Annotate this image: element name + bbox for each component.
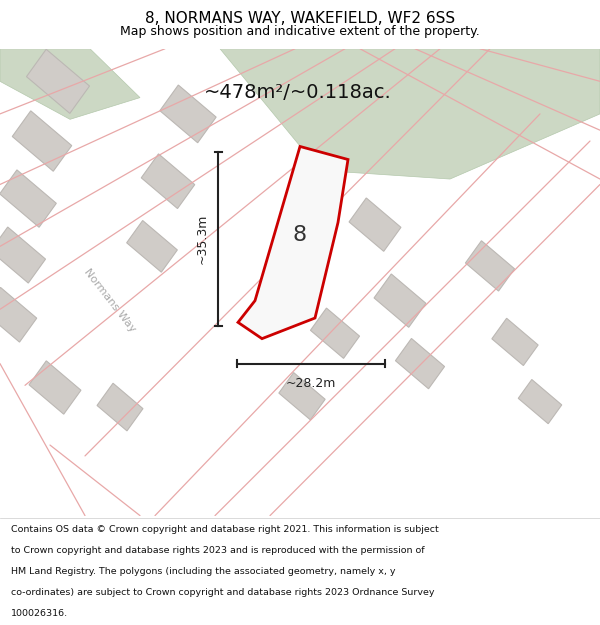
Polygon shape bbox=[127, 221, 178, 272]
Polygon shape bbox=[349, 198, 401, 251]
Text: to Crown copyright and database rights 2023 and is reproduced with the permissio: to Crown copyright and database rights 2… bbox=[11, 546, 424, 555]
Polygon shape bbox=[374, 274, 426, 328]
Polygon shape bbox=[160, 85, 216, 142]
Polygon shape bbox=[26, 49, 89, 113]
Text: ~28.2m: ~28.2m bbox=[286, 377, 336, 389]
Polygon shape bbox=[220, 49, 600, 179]
Polygon shape bbox=[0, 227, 46, 283]
Text: Contains OS data © Crown copyright and database right 2021. This information is : Contains OS data © Crown copyright and d… bbox=[11, 526, 439, 534]
Text: ~35.3m: ~35.3m bbox=[196, 214, 209, 264]
Polygon shape bbox=[238, 146, 348, 339]
Polygon shape bbox=[0, 288, 37, 342]
Text: co-ordinates) are subject to Crown copyright and database rights 2023 Ordnance S: co-ordinates) are subject to Crown copyr… bbox=[11, 588, 434, 597]
Polygon shape bbox=[518, 379, 562, 424]
Polygon shape bbox=[466, 241, 515, 291]
Polygon shape bbox=[0, 49, 140, 119]
Text: 8, NORMANS WAY, WAKEFIELD, WF2 6SS: 8, NORMANS WAY, WAKEFIELD, WF2 6SS bbox=[145, 11, 455, 26]
Polygon shape bbox=[395, 339, 445, 389]
Polygon shape bbox=[12, 111, 72, 171]
Polygon shape bbox=[0, 170, 56, 227]
Text: 100026316.: 100026316. bbox=[11, 609, 68, 618]
Text: ~478m²/~0.118ac.: ~478m²/~0.118ac. bbox=[204, 82, 392, 102]
Text: Normans Way: Normans Way bbox=[82, 267, 138, 334]
Polygon shape bbox=[29, 361, 81, 414]
Text: Map shows position and indicative extent of the property.: Map shows position and indicative extent… bbox=[120, 25, 480, 38]
Polygon shape bbox=[492, 318, 538, 366]
Polygon shape bbox=[279, 372, 325, 420]
Text: 8: 8 bbox=[293, 226, 307, 246]
Polygon shape bbox=[310, 308, 359, 358]
Polygon shape bbox=[97, 383, 143, 431]
Text: HM Land Registry. The polygons (including the associated geometry, namely x, y: HM Land Registry. The polygons (includin… bbox=[11, 567, 395, 576]
Polygon shape bbox=[141, 154, 195, 209]
